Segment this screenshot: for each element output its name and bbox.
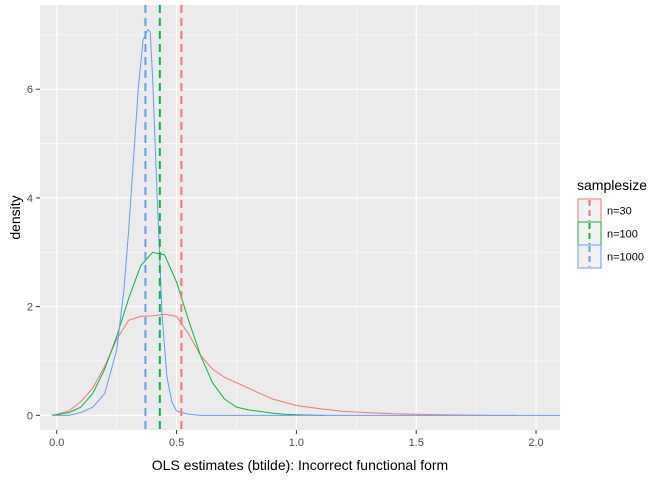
legend-label-n-30: n=30 — [607, 206, 632, 218]
x-axis-title: OLS estimates (btilde): Incorrect functi… — [152, 457, 448, 473]
y-tick-label: 2 — [27, 302, 33, 314]
y-tick-label: 4 — [27, 193, 33, 205]
legend-label-n-100: n=100 — [607, 229, 638, 241]
axis-ticks — [36, 88, 537, 434]
density-curves — [51, 28, 560, 416]
x-tick-label: 0.5 — [169, 437, 184, 449]
legend-item-n-100: n=100 — [577, 221, 638, 246]
density-curve-n-30 — [51, 313, 517, 416]
x-tick-label: 2.0 — [528, 437, 543, 449]
y-tick-labels: 0 2 4 6 — [27, 84, 33, 422]
x-tick-label: 1.0 — [289, 437, 304, 449]
legend: samplesize n=30 n=100 n=1000 — [577, 177, 647, 269]
density-curve-n-100 — [51, 251, 326, 416]
legend-keys: n=30 n=100 n=1000 — [577, 198, 644, 269]
x-tick-labels: 0.0 0.5 1.0 1.5 2.0 — [49, 437, 544, 449]
y-tick-label: 6 — [27, 84, 33, 96]
legend-title: samplesize — [577, 177, 647, 193]
plot-panel — [40, 5, 560, 430]
y-axis-title: density — [7, 195, 23, 239]
x-tick-label: 1.5 — [409, 437, 424, 449]
mean-lines — [144, 5, 183, 430]
legend-item-n-30: n=30 — [577, 198, 632, 223]
y-tick-label: 0 — [27, 410, 33, 422]
density-curve-n-1000 — [54, 28, 560, 416]
legend-item-n-1000: n=1000 — [577, 244, 644, 269]
x-tick-label: 0.0 — [49, 437, 64, 449]
legend-label-n-1000: n=1000 — [607, 252, 644, 264]
